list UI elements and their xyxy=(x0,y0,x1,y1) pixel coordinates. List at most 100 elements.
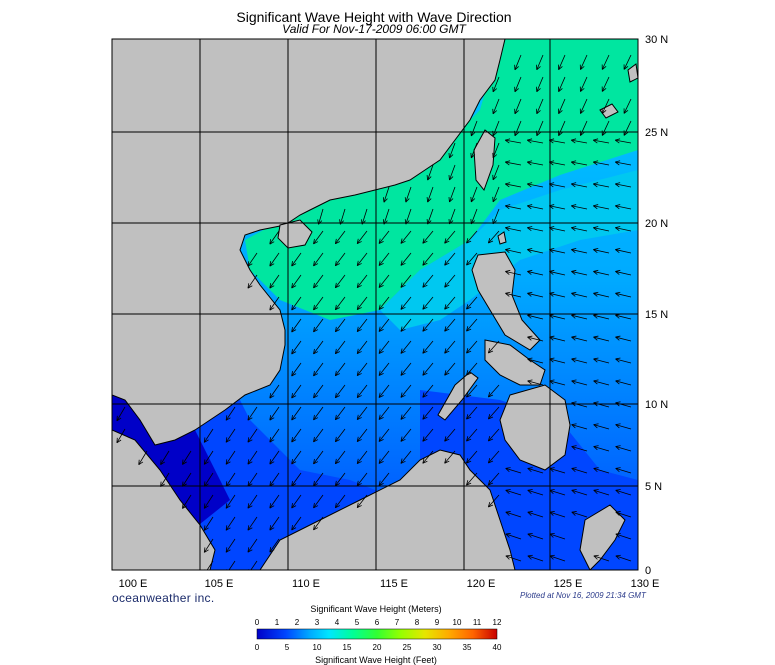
wave-arrow-head xyxy=(505,161,510,166)
wave-arrow-head xyxy=(571,138,577,141)
wave-arrow-shaft xyxy=(444,318,456,332)
wave-arrow-head xyxy=(313,285,319,289)
wave-arrow-head xyxy=(378,238,381,244)
wave-arrow-head xyxy=(204,505,209,509)
wave-arrow-shaft xyxy=(247,538,258,553)
wave-arrow-shaft xyxy=(549,380,566,386)
wave-arrow-head xyxy=(335,285,341,289)
wave-arrow-head xyxy=(378,458,381,464)
wave-arrow-head xyxy=(549,511,554,516)
wave-arrow-head xyxy=(615,379,621,382)
wave-arrow-shaft xyxy=(444,428,456,442)
wave-arrow-shaft xyxy=(356,296,368,310)
wave-arrow-head xyxy=(400,282,403,288)
wave-arrow-shaft xyxy=(356,472,368,486)
wave-arrow-head xyxy=(269,481,272,487)
wave-arrow-shaft xyxy=(601,54,610,70)
wave-arrow-head xyxy=(422,284,428,288)
wave-arrow-shaft xyxy=(291,406,302,421)
wave-arrow-head xyxy=(549,183,554,188)
land-luzon xyxy=(471,251,541,351)
lat-label: 10 N xyxy=(645,399,668,411)
wave-arrow-head xyxy=(615,269,621,272)
wave-arrow-head xyxy=(400,328,406,332)
wave-arrow-head xyxy=(466,260,469,266)
wave-arrow-head xyxy=(549,161,554,166)
wave-arrow-head xyxy=(291,395,297,399)
wave-arrow-head xyxy=(378,373,384,376)
wave-arrow-head xyxy=(527,182,533,185)
wave-arrow-head xyxy=(615,336,620,341)
wave-arrow-shaft xyxy=(400,450,412,464)
wave-arrow-shaft xyxy=(269,538,280,553)
wave-arrow-head xyxy=(334,436,337,442)
wave-arrow-shaft xyxy=(182,472,192,487)
wave-arrow-head xyxy=(527,292,532,297)
wave-arrow-shaft xyxy=(514,54,522,70)
wave-arrow-head xyxy=(487,348,491,354)
wave-arrow-head xyxy=(291,349,293,355)
wave-arrow-shaft xyxy=(400,230,412,244)
wave-arrow-shaft xyxy=(549,205,566,210)
wave-arrow-head xyxy=(357,461,362,465)
wave-arrow-head xyxy=(580,110,585,114)
wave-arrow-shaft xyxy=(466,472,478,486)
wave-arrow-shaft xyxy=(356,384,368,398)
wave-arrow-shaft xyxy=(225,428,236,443)
wave-arrow-head xyxy=(225,481,228,487)
wave-arrow-shaft xyxy=(335,274,346,289)
wave-arrow-shaft xyxy=(505,511,522,518)
wave-arrow-head xyxy=(204,572,208,575)
wave-arrow-head xyxy=(536,110,541,115)
wave-arrow-shaft xyxy=(269,274,280,289)
land-okinawa xyxy=(627,63,638,83)
wave-arrow-head xyxy=(378,370,381,376)
wave-arrow-head xyxy=(334,326,337,332)
colorbar-feet-tick: 15 xyxy=(343,643,352,652)
wave-arrow-head xyxy=(492,132,498,137)
wave-arrow-head xyxy=(487,392,491,398)
wave-arrow-head xyxy=(356,326,359,332)
wave-arrow-head xyxy=(449,176,454,181)
wave-arrow-head xyxy=(558,88,563,92)
wave-arrow-head xyxy=(444,350,450,354)
wave-arrow-head xyxy=(225,505,231,509)
wave-arrow-head xyxy=(356,480,359,486)
wave-arrow-shaft xyxy=(470,208,478,225)
wave-arrow-shaft xyxy=(466,362,478,376)
wave-arrow-head xyxy=(571,379,577,382)
wave-arrow-head xyxy=(549,467,555,469)
land-masses xyxy=(112,39,638,570)
wave-arrow-shaft xyxy=(291,384,302,399)
wave-arrow-head xyxy=(549,468,554,473)
wave-arrow-head xyxy=(487,502,491,508)
wave-arrow-shaft xyxy=(536,76,544,92)
wave-arrow-head xyxy=(400,460,406,464)
wave-arrow-shaft xyxy=(291,516,302,531)
wave-arrow-shaft xyxy=(449,208,456,225)
wave-arrow-head xyxy=(593,467,599,469)
wave-arrow-head xyxy=(444,458,447,464)
wave-arrow-shaft xyxy=(466,428,478,442)
wave-arrow-head xyxy=(549,226,555,229)
wave-arrow-shaft xyxy=(466,252,478,266)
wave-arrow-head xyxy=(549,205,554,210)
wave-arrow-head xyxy=(527,314,532,319)
wave-arrow-head xyxy=(571,424,576,429)
wave-arrow-head xyxy=(549,489,555,491)
wave-arrow-head xyxy=(505,489,510,494)
wave-arrow-head xyxy=(291,285,297,289)
wave-arrow-head xyxy=(334,414,337,420)
wave-arrow-head xyxy=(549,357,555,360)
wave-arrow-shaft xyxy=(313,274,324,289)
wave-arrow-head xyxy=(571,446,576,451)
wave-arrow-head xyxy=(313,505,319,509)
wave-arrow-head xyxy=(225,461,231,465)
wave-arrow-head xyxy=(466,328,472,332)
wave-arrow-shaft xyxy=(571,402,588,408)
wave-arrow-head xyxy=(615,161,620,166)
wave-arrow-head xyxy=(527,249,532,253)
wave-arrow-shaft xyxy=(571,446,588,452)
wave-arrow-head xyxy=(571,227,576,232)
wave-arrow-shaft xyxy=(492,120,500,137)
